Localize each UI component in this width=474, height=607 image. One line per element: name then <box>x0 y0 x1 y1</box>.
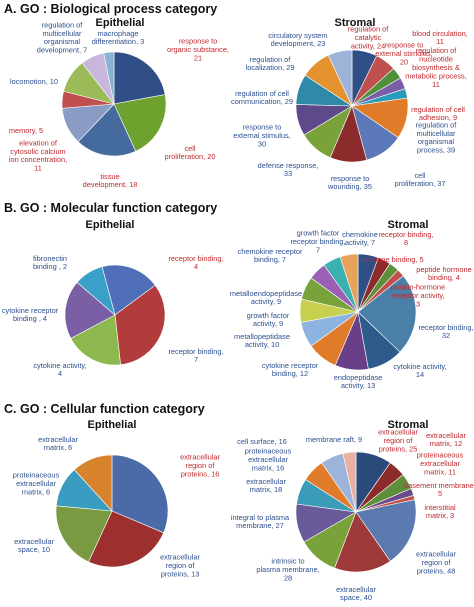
slice-label: receptor binding, 7 <box>168 347 223 364</box>
slice-label: proteinaceous extracellular matrix, 16 <box>245 447 292 473</box>
pie-slice <box>88 510 164 568</box>
pie-slice <box>77 103 137 157</box>
slice-label: protein-hormone receptor activity, 3 <box>391 283 445 309</box>
slice-label: chemokine receptor binding, 7 <box>238 247 303 264</box>
slice-label: elevation of cytosolic calcium ion concent… <box>9 138 67 172</box>
slice-label: macrophage differentiation, 3 <box>92 29 144 46</box>
pie-slice <box>76 266 116 316</box>
slice-label: basement membrane, 5 <box>404 481 474 498</box>
slice-label: blood circulation, 11 <box>412 29 467 46</box>
slice-label: receptor binding, 32 <box>418 323 473 340</box>
slice-label: growth factor receptor binding, 7 <box>290 229 345 255</box>
pie-slice <box>334 511 391 573</box>
slice-label: extracellular space, 40 <box>336 585 376 602</box>
slice-label: membrane raft, 9 <box>306 435 362 444</box>
slice-label: chemokine activity, 7 <box>342 230 378 247</box>
section-title-c: C. GO : Cellular function category <box>4 402 205 416</box>
slice-label: interstitial matrix, 3 <box>424 503 456 520</box>
slice-label: regulation of localization, 29 <box>246 55 295 72</box>
panel-title-c-stromal: Stromal <box>388 419 429 431</box>
slice-label: response to external stimulus, 20 <box>375 41 433 67</box>
pie-slice <box>355 499 417 562</box>
slice-label: cell proliferation, 20 <box>165 144 216 161</box>
pie-c-epithelial <box>55 454 169 568</box>
slice-label: endopeptidase activity, 13 <box>334 373 383 390</box>
slice-label: fibronectin binding , 2 <box>33 254 67 271</box>
pie-slice <box>357 275 417 353</box>
section-title-b: B. GO : Molecular function category <box>4 201 217 215</box>
slice-label: proteinaceous extracellular matrix, 6 <box>13 471 60 497</box>
slice-label: regulation of multicellular organismal deve… <box>37 20 88 54</box>
slice-label: intrinsic to plasma membrane, 28 <box>256 557 319 583</box>
slice-label: regulation of cell communication, 29 <box>231 89 293 106</box>
slice-label: cytokine receptor binding, 12 <box>262 361 319 378</box>
pie-slice <box>70 314 121 366</box>
pie-slice <box>101 264 156 316</box>
slice-label: extracellular matrix, 18 <box>246 477 286 494</box>
pie-c-stromal <box>295 451 417 573</box>
panel-title-a-stromal: Stromal <box>335 17 376 29</box>
slice-label: regulation of cell adhesion, 9 <box>411 105 465 122</box>
slice-label: receptor binding, 4 <box>168 254 223 271</box>
pie-slice <box>64 281 116 339</box>
slice-label: proteinaceous extracellular matrix, 11 <box>417 451 464 477</box>
panel-title-b-stromal: Stromal <box>388 219 429 231</box>
slice-label: locomotion, 10 <box>10 77 58 86</box>
slice-labels: response to organic substance, 21 cell prol… <box>2 20 474 602</box>
slice-label: growth factor activity, 9 <box>247 311 290 328</box>
pie-a-epithelial <box>61 51 167 157</box>
slice-label: cytokine activity, 14 <box>393 362 446 379</box>
slice-label: response to wounding, 35 <box>327 174 372 191</box>
slice-label: response to organic substance, 21 <box>167 37 229 63</box>
pie-slice <box>73 454 113 512</box>
pie-b-stromal <box>299 253 417 371</box>
pie-slice <box>342 451 357 513</box>
pie-slice <box>113 51 166 105</box>
slice-label: cytokine receptor binding , 4 <box>2 306 59 323</box>
slice-label: receptor binding, 8 <box>378 230 433 247</box>
pie-slice <box>327 49 353 107</box>
slice-label: response to external stimulus, 30 <box>233 123 291 149</box>
slice-label: extracellular region of proteins, 16 <box>180 453 220 479</box>
slice-label: defense response, 33 <box>258 161 319 178</box>
slice-label: memory, 5 <box>9 126 43 135</box>
pie-slice <box>114 284 166 366</box>
pie-slice <box>103 51 115 105</box>
slice-label: regulation of multicellular organismal proc… <box>416 120 458 154</box>
slice-label: extracellular region of proteins, 25 <box>378 428 418 454</box>
slice-label: peptide hormone binding, 4 <box>416 265 471 282</box>
slice-label: extracellular space, 10 <box>14 537 54 554</box>
slice-label: metallopeptidase activity, 10 <box>234 332 290 349</box>
slice-label: tissue development, 18 <box>83 172 138 189</box>
slice-label: extracellular region of proteins, 48 <box>416 550 456 576</box>
slice-label: hormone binding, 5 <box>360 255 423 264</box>
slice-label: cell proliferation, 37 <box>395 171 446 188</box>
slice-label: regulation of nucleotide biosynthesis & met… <box>405 46 467 89</box>
slice-label: cell surface, 16 <box>237 437 287 446</box>
panel-title-b-epithelial: Epithelial <box>86 219 135 231</box>
section-title-a: A. GO : Biological process category <box>4 2 217 16</box>
pie-slice <box>111 454 169 534</box>
slice-label: circulatory system development, 23 <box>268 31 327 48</box>
slice-label: integral to plasma membrane, 27 <box>231 513 290 530</box>
pie-a-stromal <box>295 49 409 163</box>
pie-slice <box>113 94 167 152</box>
slice-label: regulation of catalytic activity, 24 <box>348 25 390 51</box>
slice-label: extracellular region of proteins, 13 <box>160 553 200 579</box>
panel-title-a-epithelial: Epithelial <box>96 17 145 29</box>
pie-slice <box>339 253 359 313</box>
slice-label: metalloendopeptidase activity, 9 <box>230 289 302 306</box>
pie-b-epithelial <box>64 264 166 366</box>
slice-label: cytokine activity, 4 <box>33 361 86 378</box>
panel-title-c-epithelial: Epithelial <box>88 419 137 431</box>
slice-label: extracellular matrix, 12 <box>426 431 466 448</box>
pie-slice <box>55 505 113 563</box>
slice-label: extracellular matrix, 6 <box>38 435 78 452</box>
